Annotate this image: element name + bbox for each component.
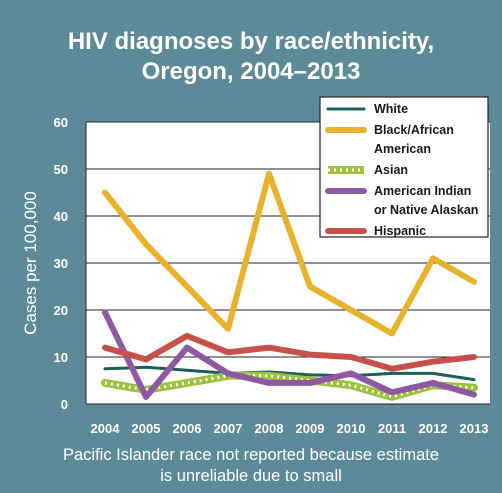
legend-label: American Indian	[374, 184, 471, 198]
x-tick-label: 2012	[419, 421, 448, 436]
y-tick-label: 50	[54, 162, 68, 177]
series-line-black-african-american	[102, 170, 477, 337]
y-tick-label: 40	[54, 209, 68, 224]
y-tick-label: 0	[61, 397, 68, 412]
legend-label: American	[374, 142, 431, 156]
x-tick-label: 2008	[255, 421, 284, 436]
series-line-hispanic	[102, 332, 477, 372]
x-tick-label: 2006	[173, 421, 202, 436]
y-axis-label: Cases per 100,000	[21, 191, 40, 335]
x-tick-label: 2013	[460, 421, 489, 436]
y-tick-label: 60	[54, 115, 68, 130]
chart-title-line-2: Oregon, 2004–2013	[141, 58, 361, 85]
x-tick-label: 2009	[296, 421, 325, 436]
legend-label: Black/African	[374, 123, 454, 137]
legend-label: Hispanic	[374, 224, 426, 238]
legend-label: Asian	[374, 163, 408, 177]
series-line-american-indian-or-native-alaskan	[102, 309, 477, 400]
footnote-line-2: is unreliable due to small	[160, 467, 342, 485]
y-tick-label: 10	[54, 350, 68, 365]
x-tick-label: 2004	[91, 421, 121, 436]
legend-label: or Native Alaskan	[374, 203, 478, 217]
y-tick-label: 20	[54, 303, 68, 318]
legend-label: White	[374, 102, 408, 116]
x-tick-label: 2005	[132, 421, 161, 436]
series-line-asian-pattern	[104, 374, 475, 399]
chart-title-line-1: HIV diagnoses by race/ethnicity,	[67, 28, 435, 55]
x-tick-label: 2010	[337, 421, 366, 436]
y-tick-label: 30	[54, 256, 68, 271]
x-tick-label: 2007	[214, 421, 243, 436]
x-tick-label: 2011	[378, 421, 406, 436]
footnote-line-1: Pacific Islander race not reported becau…	[62, 446, 440, 464]
